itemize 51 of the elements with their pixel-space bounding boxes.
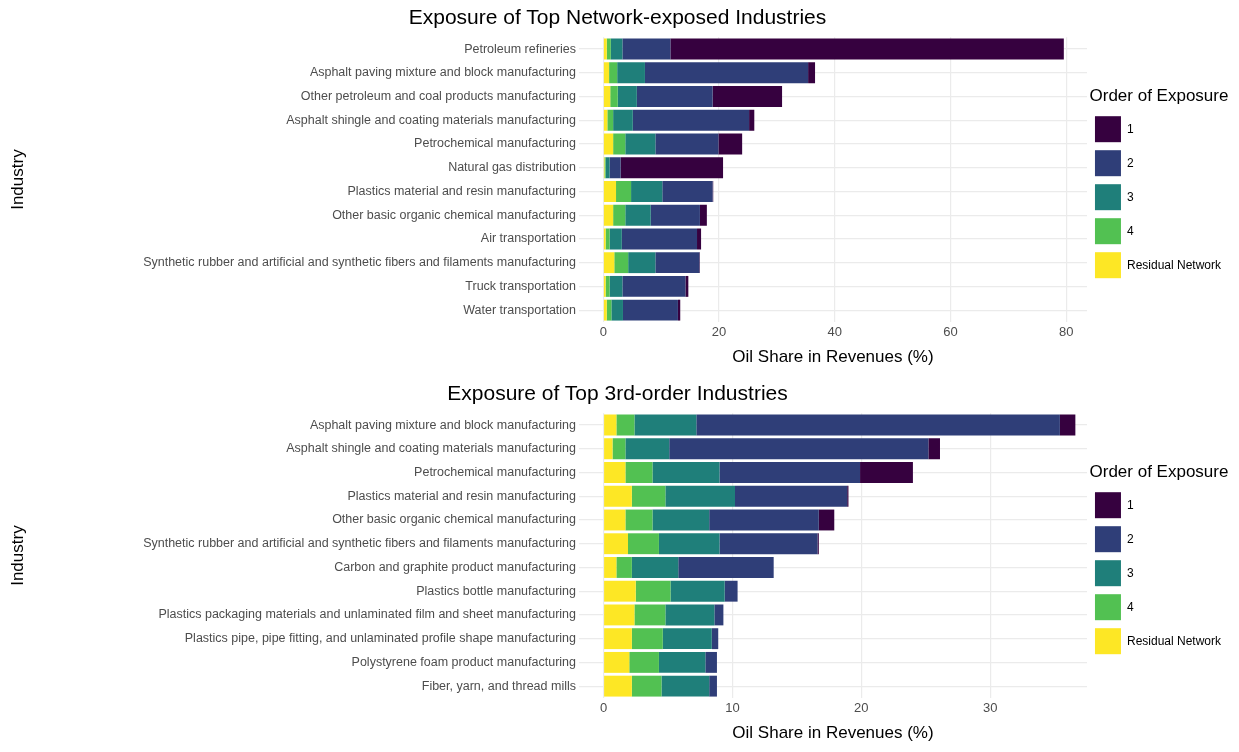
- y-tick-label: Synthetic rubber and artificial and synthetic fibers and filaments manufacturing: [143, 255, 577, 270]
- legend-label: 1: [1126, 497, 1134, 512]
- legend-title: Order of Exposure: [1089, 461, 1229, 481]
- x-tick-label: 20: [711, 324, 727, 340]
- y-tick-label: Petrochemical manufacturing: [414, 136, 577, 151]
- legend-label: Residual Network: [1126, 257, 1222, 272]
- legend-label: 1: [1126, 121, 1134, 136]
- y-tick-label: Plastics pipe, pipe fitting, and unlaminated profile shape manufacturing: [184, 631, 577, 646]
- x-tick-label: 0: [599, 700, 608, 716]
- legend-label: 3: [1126, 565, 1134, 580]
- y-tick-label: Plastics material and resin manufacturing: [347, 488, 577, 503]
- y-tick-label: Asphalt paving mixture and block manufacturing: [309, 65, 577, 80]
- y-tick-label: Other basic organic chemical manufacturing: [332, 207, 577, 222]
- y-tick-label: Air transportation: [480, 231, 577, 246]
- legend-label: 2: [1126, 531, 1134, 546]
- x-tick-label: 40: [827, 324, 842, 340]
- legend-label: 4: [1126, 599, 1134, 614]
- y-tick-label: Water transportation: [463, 302, 577, 317]
- y-tick-label: Asphalt shingle and coating materials manufacturing: [286, 112, 577, 127]
- legend-label: Residual Network: [1126, 633, 1222, 648]
- legend-title: Order of Exposure: [1089, 85, 1229, 105]
- legend-label: 3: [1126, 189, 1134, 204]
- y-tick-label: Natural gas distribution: [448, 160, 577, 175]
- x-axis-title: Oil Share in Revenues (%): [732, 347, 934, 367]
- y-tick-label: Other petroleum and coal products manufacturing: [300, 88, 577, 103]
- y-tick-label: Asphalt shingle and coating materials manufacturing: [286, 441, 577, 456]
- y-tick-label: Carbon and graphite product manufacturing: [334, 559, 577, 574]
- y-tick-label: Petrochemical manufacturing: [414, 464, 577, 479]
- x-tick-label: 30: [983, 700, 998, 716]
- y-tick-label: Polystyrene foam product manufacturing: [351, 654, 577, 669]
- y-tick-label: Plastics packaging materials and unlaminated film and sheet manufacturing: [158, 607, 577, 622]
- y-tick-label: Fiber, yarn, and thread mills: [421, 678, 576, 693]
- y-tick-label: Other basic organic chemical manufacturing: [332, 512, 577, 527]
- x-axis-title: Oil Share in Revenues (%): [732, 723, 934, 743]
- chart-title: Exposure of Top Network-exposed Industries: [408, 5, 827, 29]
- x-tick-label: 20: [854, 700, 869, 716]
- chart-title: Exposure of Top 3rd-order Industries: [447, 381, 788, 405]
- x-tick-label: 10: [725, 700, 740, 716]
- x-tick-label: 60: [943, 324, 958, 340]
- y-axis-title: Industry: [7, 148, 27, 210]
- legend-label: 2: [1126, 155, 1134, 170]
- legend-label: 4: [1126, 223, 1134, 238]
- y-tick-label: Plastics bottle manufacturing: [416, 583, 577, 598]
- y-tick-label: Synthetic rubber and artificial and synthetic fibers and filaments manufacturing: [143, 536, 577, 551]
- y-tick-label: Truck transportation: [465, 278, 577, 293]
- y-tick-label: Asphalt paving mixture and block manufacturing: [309, 417, 577, 432]
- y-tick-label: Petroleum refineries: [464, 41, 576, 56]
- x-tick-label: 80: [1058, 324, 1074, 340]
- y-axis-title: Industry: [7, 524, 27, 586]
- x-tick-label: 0: [599, 324, 607, 340]
- y-tick-label: Plastics material and resin manufacturing: [347, 183, 577, 198]
